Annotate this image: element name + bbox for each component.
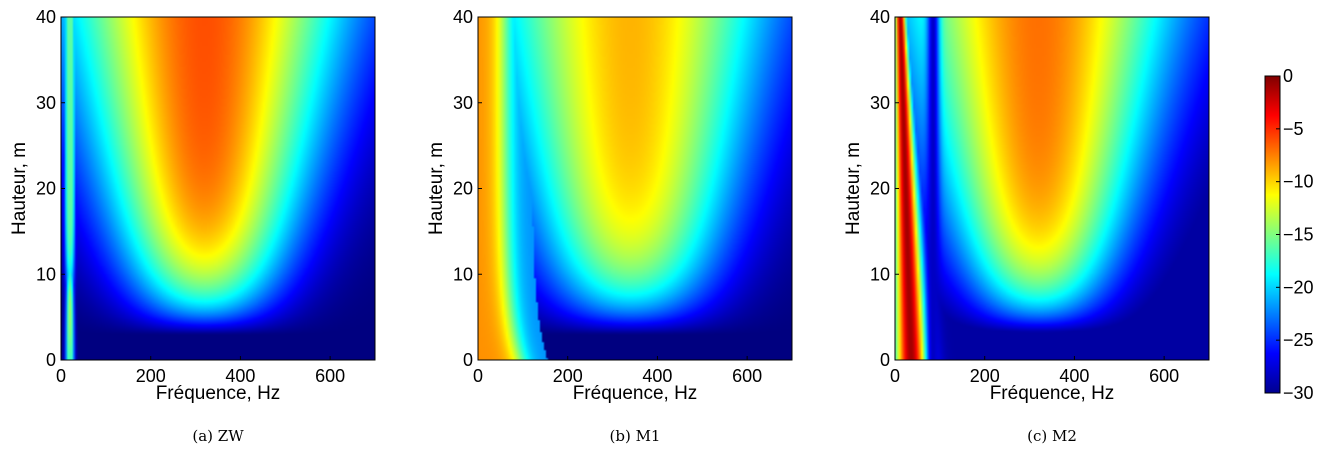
y-tick-label: 0 xyxy=(463,350,473,370)
colorbar-tick-label: −15 xyxy=(1283,225,1314,245)
x-tick-label: 0 xyxy=(473,366,483,386)
x-axis-label-b: Fréquence, Hz xyxy=(573,383,698,404)
x-tick-label: 0 xyxy=(56,366,66,386)
panel-a: 0 200 400 600 0 10 20 30 40 Fréquence, Hz Haute… xyxy=(9,7,376,445)
colorbar-gradient xyxy=(1265,76,1280,393)
y-tick-label: 20 xyxy=(870,179,890,199)
x-tick-label: 200 xyxy=(970,366,1000,386)
x-tick-label: 200 xyxy=(136,366,166,386)
panel-c: 0 200 400 600 0 10 20 30 40 Fréquence, Hz Haute… xyxy=(843,7,1210,445)
caption-c: (c) M2 xyxy=(1027,427,1077,445)
caption-a: (a) ZW xyxy=(192,427,244,445)
y-tick-label: 10 xyxy=(870,264,890,284)
colorbar-tick-label: −10 xyxy=(1283,172,1314,192)
x-tick-label: 400 xyxy=(1059,366,1089,386)
colorbar-tick-label: −20 xyxy=(1283,277,1314,297)
x-tick-label: 200 xyxy=(553,366,583,386)
colorbar-ticks: 0 −5 −10 −15 −20 −25 −30 xyxy=(1276,66,1314,403)
y-ticks-a: 0 10 20 30 40 xyxy=(36,7,65,370)
y-tick-label: 30 xyxy=(870,93,890,113)
x-ticks-a: 0 200 400 600 xyxy=(56,356,345,386)
x-tick-label: 400 xyxy=(642,366,672,386)
x-ticks-c: 0 200 400 600 xyxy=(890,356,1179,386)
y-tick-label: 20 xyxy=(36,179,56,199)
x-tick-label: 600 xyxy=(315,366,345,386)
y-axis-label-a: Hauteur, m xyxy=(9,142,30,235)
y-tick-label: 30 xyxy=(36,93,56,113)
y-tick-label: 30 xyxy=(453,93,473,113)
x-tick-label: 600 xyxy=(1149,366,1179,386)
y-tick-label: 0 xyxy=(880,350,890,370)
caption-b: (b) M1 xyxy=(610,427,661,445)
heatmap-image-a xyxy=(61,17,375,360)
x-tick-label: 0 xyxy=(890,366,900,386)
y-tick-label: 40 xyxy=(36,7,56,27)
x-tick-label: 400 xyxy=(225,366,255,386)
y-axis-label-c: Hauteur, m xyxy=(843,142,864,235)
y-axis-label-b: Hauteur, m xyxy=(426,142,447,235)
x-ticks-b: 0 200 400 600 xyxy=(473,356,762,386)
x-axis-label-c: Fréquence, Hz xyxy=(990,383,1115,404)
y-tick-label: 0 xyxy=(46,350,56,370)
heatmap-image-c xyxy=(895,17,1209,360)
y-tick-label: 40 xyxy=(453,7,473,27)
colorbar-tick-label: −25 xyxy=(1283,330,1314,350)
colorbar-tick-label: −30 xyxy=(1283,383,1314,403)
y-ticks-b: 0 10 20 30 40 xyxy=(453,7,482,370)
colorbar-tick-label: −5 xyxy=(1283,119,1304,139)
y-tick-label: 10 xyxy=(453,264,473,284)
heatmap-image-b xyxy=(478,17,792,360)
colorbar: 0 −5 −10 −15 −20 −25 −30 xyxy=(1264,66,1314,403)
x-tick-label: 600 xyxy=(732,366,762,386)
y-ticks-c: 0 10 20 30 40 xyxy=(870,7,899,370)
y-tick-label: 10 xyxy=(36,264,56,284)
panel-b: 0 200 400 600 0 10 20 30 40 Fréquence, Hz Haute… xyxy=(426,7,793,445)
y-tick-label: 40 xyxy=(870,7,890,27)
colorbar-tick-label: 0 xyxy=(1283,66,1293,86)
y-tick-label: 20 xyxy=(453,179,473,199)
x-axis-label-a: Fréquence, Hz xyxy=(156,383,281,404)
